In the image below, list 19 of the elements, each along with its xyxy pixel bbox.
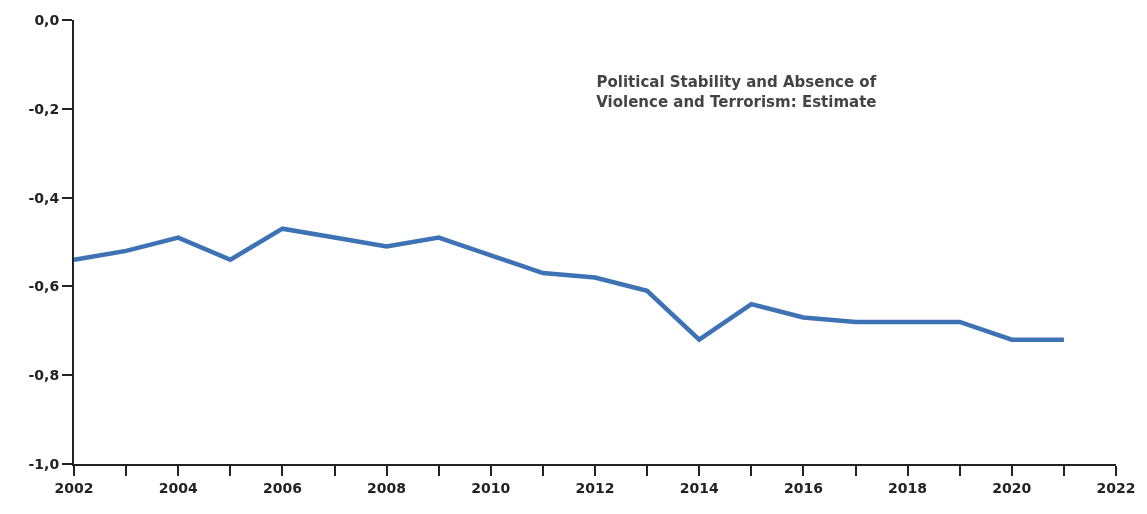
x-tick-label: 2020 [992,479,1032,496]
x-tick-label: 2008 [367,479,407,496]
x-tick-label: 2006 [262,479,302,496]
line-series [74,226,1067,342]
y-tick-label: -0,8 [28,367,60,384]
y-tick-label: -0,2 [28,100,60,117]
y-tick-label: 0,0 [34,11,60,28]
y-tick-label: -1,0 [28,455,60,472]
x-tick-label: 2018 [888,479,928,496]
x-tick-label: 2016 [783,479,823,496]
x-tick-label: 2012 [575,479,615,496]
y-tick-label: -0,4 [28,189,60,206]
x-tick-label: 2022 [1096,479,1136,496]
x-tick-label: 2014 [679,479,719,496]
x-tick-label: 2004 [158,479,198,496]
x-tick-label: 2002 [54,479,94,496]
text: Political Stability and Absence of Violence and Terrorism: Estimate [596,73,877,111]
y-tick-label: -0,6 [28,278,60,295]
x-tick-label: 2010 [471,479,511,496]
